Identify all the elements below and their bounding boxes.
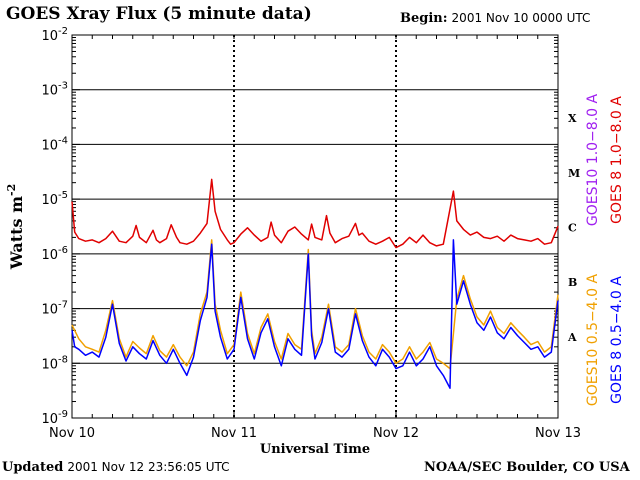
- plot-frame: [71, 34, 559, 419]
- legend-entry: GOES10 1.0−8.0 A: [585, 94, 601, 227]
- begin-time: Begin: 2001 Nov 10 0000 UTC: [400, 11, 590, 26]
- y-tick-label: 10-4: [41, 135, 68, 153]
- legend-entry: GOES 8 1.0−8.0 A: [609, 96, 625, 224]
- begin-value: 2001 Nov 10 0000 UTC: [451, 11, 591, 25]
- credit-text: NOAA/SEC Boulder, CO USA: [424, 460, 630, 475]
- chart-title: GOES Xray Flux (5 minute data): [6, 4, 312, 24]
- y-axis-label: Watts m-2: [5, 184, 26, 270]
- x-tick-label: Nov 10: [49, 426, 95, 441]
- flare-class-a: A: [567, 331, 577, 344]
- series-line: [71, 178, 559, 249]
- updated-value: 2001 Nov 12 23:56:05 UTC: [67, 460, 230, 474]
- x-tick-label: Nov 11: [211, 426, 257, 441]
- y-tick-label: 10-6: [41, 245, 68, 263]
- y-tick-label: 10-9: [41, 409, 68, 427]
- flare-class-c: C: [568, 222, 577, 235]
- x-tick-label: Nov 13: [535, 426, 581, 441]
- series-line: [71, 239, 559, 389]
- y-tick-label: 10-2: [41, 26, 68, 44]
- y-tick-label: 10-7: [41, 300, 68, 318]
- begin-label: Begin:: [400, 11, 448, 26]
- y-tick-label: 10-3: [41, 81, 68, 99]
- y-tick-label: 10-8: [41, 354, 68, 372]
- legend-entry: GOES10 0.5−4.0 A: [585, 274, 601, 407]
- x-tick-label: Nov 12: [373, 426, 419, 441]
- updated-label: Updated: [2, 460, 64, 475]
- series-line: [71, 239, 559, 370]
- y-tick-label: 10-5: [41, 190, 68, 208]
- legend-entry: GOES 8 0.5−4.0 A: [609, 276, 625, 404]
- flare-class-x: X: [568, 112, 577, 125]
- flare-class-m: M: [568, 167, 580, 180]
- flare-class-b: B: [568, 276, 577, 289]
- x-axis-label: Universal Time: [260, 442, 370, 457]
- updated-time: Updated 2001 Nov 12 23:56:05 UTC: [2, 460, 229, 475]
